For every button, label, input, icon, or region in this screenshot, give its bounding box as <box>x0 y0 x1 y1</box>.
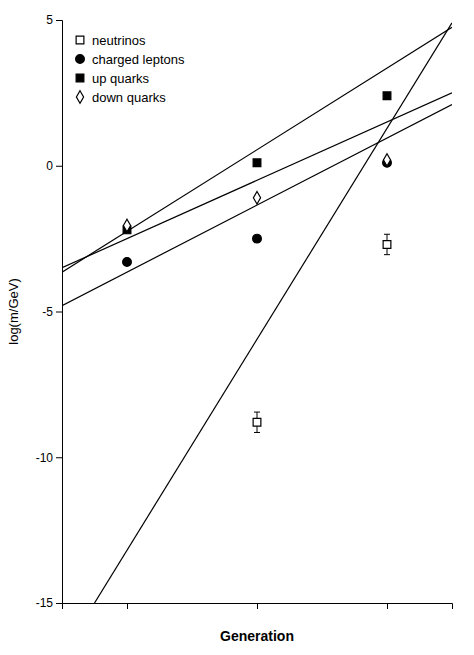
point <box>383 241 391 249</box>
y-tick-label: 5 <box>46 13 53 27</box>
point <box>383 154 390 166</box>
fit-line <box>62 93 452 268</box>
y-tick: -10 <box>36 451 62 465</box>
legend-item: up quarks <box>76 71 149 86</box>
y-axis-line <box>56 21 63 604</box>
x-tick <box>257 603 258 609</box>
y-tick-mark <box>56 312 62 313</box>
legend: neutrinos charged leptons up quarks down qu… <box>76 33 185 105</box>
plot: -15 -10 -5 0 5 Generation log(m/GeV) neutrinos c… <box>6 13 453 644</box>
error-bar <box>254 412 260 432</box>
legend-item: down quarks <box>76 90 166 105</box>
legend-label: down quarks <box>92 90 166 105</box>
points <box>123 92 392 433</box>
point <box>123 258 132 267</box>
chart: -15 -10 -5 0 5 Generation log(m/GeV) neutrinos c… <box>0 0 474 655</box>
y-axis: -15 -10 -5 0 5 <box>36 13 63 610</box>
y-axis-title: log(m/GeV) <box>6 278 21 344</box>
x-tick-mark <box>127 603 128 609</box>
fit-line <box>62 105 452 306</box>
y-tick-mark <box>56 603 62 604</box>
point <box>253 192 260 204</box>
x-tick-mark <box>257 603 258 609</box>
legend-item: charged leptons <box>76 52 185 67</box>
y-tick-label: 0 <box>46 159 53 173</box>
fit-line <box>62 27 452 272</box>
y-tick: -5 <box>42 305 62 319</box>
fit-lines <box>62 23 452 603</box>
legend-label: up quarks <box>92 71 150 86</box>
x-axis-title: Generation <box>220 628 294 644</box>
y-tick-label: -5 <box>42 305 53 319</box>
point <box>383 92 391 100</box>
legend-label: charged leptons <box>92 52 185 67</box>
error-bar <box>384 234 390 254</box>
y-tick-mark <box>56 457 62 458</box>
point <box>253 418 261 426</box>
legend-item: neutrinos <box>76 33 146 48</box>
legend-symbol <box>76 55 85 64</box>
point <box>253 234 262 243</box>
y-tick-label: -15 <box>36 596 54 610</box>
y-tick-mark <box>56 166 62 167</box>
x-tick <box>127 603 128 609</box>
legend-symbol <box>76 74 84 82</box>
fit-line <box>95 23 453 603</box>
y-tick: 0 <box>46 159 62 173</box>
legend-symbol <box>76 91 83 103</box>
y-tick-mark <box>56 20 62 21</box>
point <box>123 219 130 231</box>
legend-symbol <box>76 36 84 44</box>
marks <box>62 23 452 603</box>
y-tick: -15 <box>36 596 62 610</box>
point <box>253 159 261 167</box>
x-axis-line <box>63 604 453 610</box>
legend-label: neutrinos <box>92 33 146 48</box>
x-tick-mark <box>387 603 388 609</box>
y-tick-label: -10 <box>36 451 54 465</box>
x-axis <box>63 603 453 609</box>
x-tick <box>387 603 388 609</box>
y-tick: 5 <box>46 13 62 27</box>
